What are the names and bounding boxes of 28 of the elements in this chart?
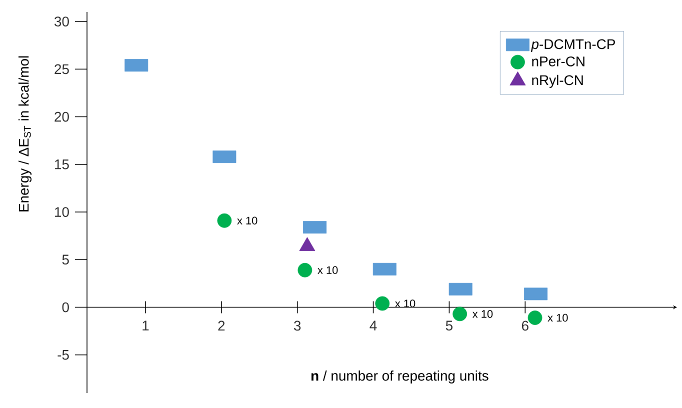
legend-label: nPer-CN: [532, 56, 584, 66]
annotation: x 10: [237, 216, 258, 224]
annotation: x 10: [548, 314, 568, 322]
annotation: x 10: [318, 266, 338, 274]
x-axis-title: n / number of repeating units: [311, 370, 488, 384]
y-tick-label: 30: [54, 16, 69, 26]
x-tick-label: 6: [522, 320, 528, 331]
y-tick-label: 20: [54, 112, 69, 122]
y-axis-title: Energy / ΔE$_{ST}$ in kcal/mol: [18, 56, 32, 212]
legend-label: p-DCMTn-CP: [530, 39, 615, 52]
x-tick-label: 2: [218, 320, 225, 331]
point: [217, 213, 232, 228]
y-tick-label: 0: [62, 302, 69, 312]
x-tick-label: 5: [446, 320, 453, 331]
y-tick-label: -5: [58, 350, 69, 360]
y-tick-label: 15: [55, 160, 69, 170]
x-tick-label: 3: [294, 320, 301, 331]
x-tick-label: 1: [142, 320, 149, 330]
point: [528, 310, 542, 325]
y-tick-label: 5: [62, 254, 69, 265]
x-tick-label: 4: [370, 320, 377, 330]
point: [298, 262, 312, 278]
legend-label: nRyl-CN: [532, 74, 583, 88]
annotation: x 10: [472, 310, 493, 318]
point: [375, 296, 390, 311]
y-tick-label: 10: [55, 207, 69, 217]
y-tick-label: 25: [54, 64, 69, 74]
point: [452, 306, 468, 322]
